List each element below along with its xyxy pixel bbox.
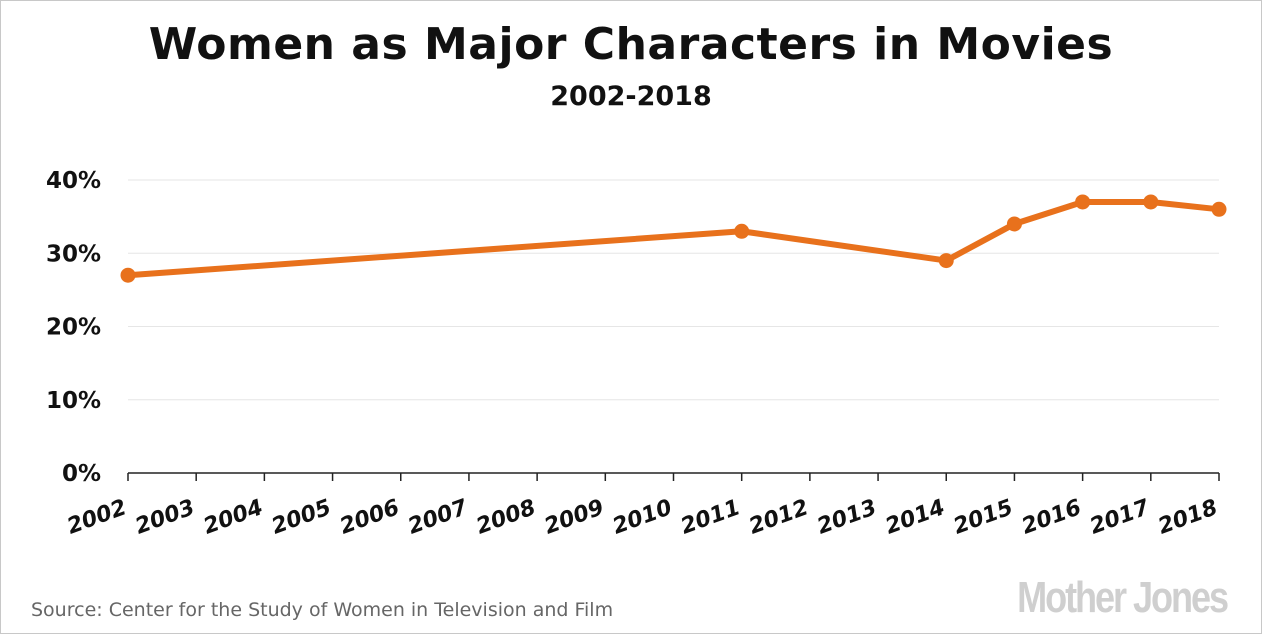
series-line (125, 198, 1222, 279)
x-tick-label: 2007 (405, 495, 472, 540)
x-tick-label: 2006 (337, 495, 403, 539)
x-tick-label: 2002 (64, 495, 130, 539)
x-tick-label: 2010 (609, 495, 675, 539)
x-tick-label: 2013 (814, 495, 880, 539)
x-axis (127, 472, 1220, 481)
data-point (1211, 201, 1227, 217)
chart-subtitle: 2002-2018 (550, 81, 712, 112)
x-axis-labels: 2002 2003 2004 2005 2006 2007 2008 2009 2010 2011… (64, 495, 1221, 540)
y-tick-label: 0% (62, 461, 101, 487)
x-tick-label: 2012 (746, 495, 812, 539)
brand-logo: Mother Jones (1017, 573, 1229, 622)
data-series (120, 194, 1227, 283)
y-tick-label: 40% (46, 168, 101, 194)
data-point (1006, 216, 1022, 232)
data-point (1143, 194, 1159, 210)
x-tick-label: 2014 (882, 495, 948, 539)
data-point (120, 267, 136, 283)
chart-title: Women as Major Characters in Movies (148, 19, 1114, 70)
data-point (1075, 194, 1091, 210)
y-tick-label: 20% (46, 315, 101, 341)
x-tick-label: 2004 (200, 495, 266, 539)
x-tick-label: 2003 (132, 495, 198, 539)
x-tick-label: 2009 (541, 495, 607, 539)
data-point (938, 253, 954, 269)
x-tick-label: 2016 (1019, 495, 1085, 539)
x-tick-label: 2005 (269, 495, 335, 539)
y-tick-label: 30% (46, 241, 101, 267)
y-tick-label: 10% (46, 388, 101, 414)
x-tick-label: 2018 (1155, 495, 1221, 539)
x-tick-label: 2011 (678, 495, 744, 539)
source-note: Source: Center for the Study of Women in… (31, 599, 614, 621)
data-point (734, 223, 750, 239)
x-tick-label: 2017 (1087, 495, 1154, 540)
gridlines (128, 179, 1219, 401)
x-tick-label: 2015 (950, 495, 1016, 539)
x-tick-label: 2008 (473, 495, 539, 539)
y-axis-labels: 0% 10% 20% 30% 40% (46, 168, 101, 487)
